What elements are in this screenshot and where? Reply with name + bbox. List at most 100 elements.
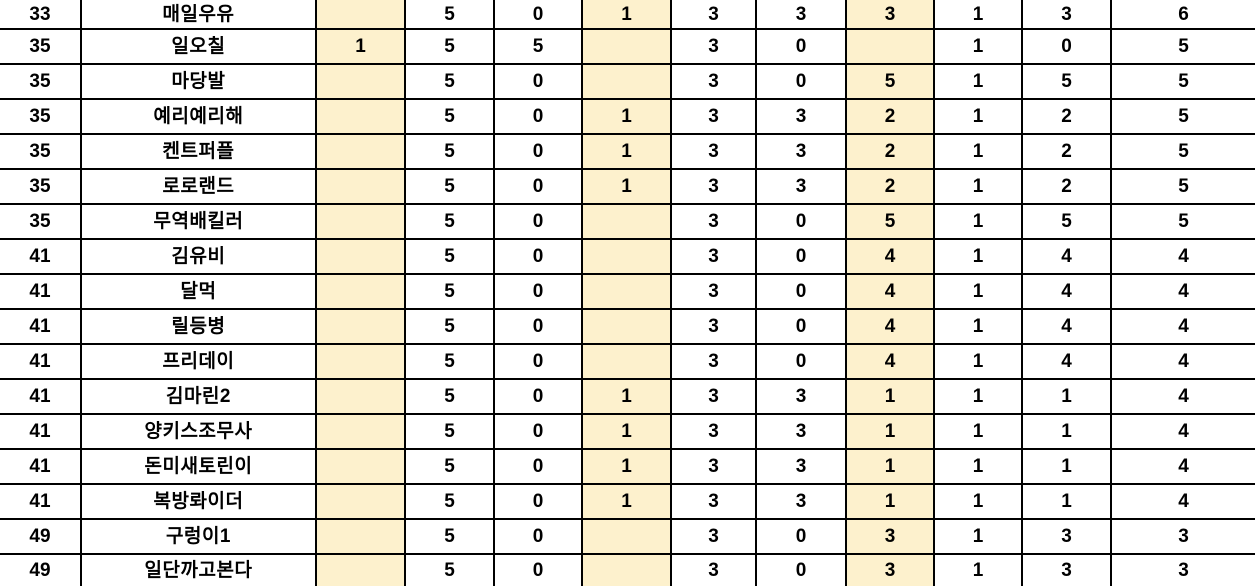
value-cell[interactable]: 1 [1023,380,1112,415]
rank-cell[interactable]: 33 [0,0,82,30]
value-cell[interactable]: 5 [1112,30,1255,65]
value-cell[interactable]: 4 [1112,275,1255,310]
value-cell[interactable] [317,415,406,450]
value-cell[interactable]: 1 [583,170,672,205]
value-cell[interactable]: 3 [672,555,757,586]
value-cell[interactable]: 0 [495,415,583,450]
value-cell[interactable]: 5 [406,240,495,275]
rank-cell[interactable]: 35 [0,135,82,170]
value-cell[interactable] [317,520,406,555]
value-cell[interactable]: 0 [757,65,847,100]
value-cell[interactable]: 5 [406,135,495,170]
name-cell[interactable]: 김유비 [82,240,317,275]
value-cell[interactable]: 2 [847,100,935,135]
value-cell[interactable]: 1 [935,555,1023,586]
value-cell[interactable]: 2 [1023,135,1112,170]
value-cell[interactable]: 1 [1023,415,1112,450]
rank-cell[interactable]: 41 [0,485,82,520]
rank-cell[interactable]: 41 [0,275,82,310]
name-cell[interactable]: 릴등병 [82,310,317,345]
rank-cell[interactable]: 41 [0,240,82,275]
value-cell[interactable]: 4 [1112,240,1255,275]
value-cell[interactable]: 4 [1023,310,1112,345]
value-cell[interactable]: 1 [583,135,672,170]
rank-cell[interactable]: 49 [0,555,82,586]
value-cell[interactable]: 1 [935,240,1023,275]
value-cell[interactable]: 5 [1023,65,1112,100]
value-cell[interactable]: 6 [1112,0,1255,30]
value-cell[interactable]: 0 [495,205,583,240]
value-cell[interactable] [317,310,406,345]
value-cell[interactable]: 2 [1023,170,1112,205]
value-cell[interactable]: 1 [583,485,672,520]
value-cell[interactable]: 1 [935,135,1023,170]
value-cell[interactable]: 0 [495,135,583,170]
value-cell[interactable]: 4 [1112,380,1255,415]
value-cell[interactable]: 1 [583,0,672,30]
value-cell[interactable]: 0 [757,205,847,240]
name-cell[interactable]: 무역배킬러 [82,205,317,240]
rank-cell[interactable]: 41 [0,450,82,485]
value-cell[interactable]: 3 [672,520,757,555]
value-cell[interactable] [317,135,406,170]
name-cell[interactable]: 김마린2 [82,380,317,415]
rank-cell[interactable]: 41 [0,345,82,380]
value-cell[interactable]: 1 [935,520,1023,555]
value-cell[interactable]: 5 [847,65,935,100]
value-cell[interactable]: 1 [935,205,1023,240]
value-cell[interactable]: 5 [406,65,495,100]
value-cell[interactable]: 5 [1112,65,1255,100]
value-cell[interactable]: 0 [495,65,583,100]
value-cell[interactable] [583,30,672,65]
value-cell[interactable] [317,240,406,275]
value-cell[interactable]: 3 [757,170,847,205]
value-cell[interactable]: 0 [495,450,583,485]
value-cell[interactable]: 3 [672,275,757,310]
value-cell[interactable] [583,345,672,380]
value-cell[interactable]: 3 [757,380,847,415]
value-cell[interactable]: 0 [1023,30,1112,65]
name-cell[interactable]: 양키스조무사 [82,415,317,450]
value-cell[interactable]: 4 [1023,275,1112,310]
value-cell[interactable]: 0 [757,555,847,586]
value-cell[interactable]: 5 [406,555,495,586]
value-cell[interactable]: 3 [672,415,757,450]
value-cell[interactable]: 5 [1112,205,1255,240]
value-cell[interactable]: 5 [495,30,583,65]
value-cell[interactable] [317,0,406,30]
value-cell[interactable] [317,555,406,586]
value-cell[interactable]: 4 [847,345,935,380]
value-cell[interactable]: 0 [757,520,847,555]
name-cell[interactable]: 프리데이 [82,345,317,380]
value-cell[interactable]: 3 [847,520,935,555]
value-cell[interactable] [317,205,406,240]
name-cell[interactable]: 돈미새토린이 [82,450,317,485]
rank-cell[interactable]: 41 [0,415,82,450]
value-cell[interactable]: 3 [672,135,757,170]
value-cell[interactable]: 3 [757,415,847,450]
value-cell[interactable]: 3 [757,485,847,520]
value-cell[interactable] [583,65,672,100]
value-cell[interactable]: 0 [757,310,847,345]
value-cell[interactable]: 4 [1112,345,1255,380]
name-cell[interactable]: 일오칠 [82,30,317,65]
value-cell[interactable]: 3 [672,310,757,345]
name-cell[interactable]: 마당발 [82,65,317,100]
value-cell[interactable]: 4 [1112,485,1255,520]
value-cell[interactable] [317,345,406,380]
value-cell[interactable]: 0 [495,345,583,380]
value-cell[interactable] [317,170,406,205]
value-cell[interactable]: 4 [847,275,935,310]
value-cell[interactable]: 3 [1023,520,1112,555]
value-cell[interactable]: 3 [672,65,757,100]
value-cell[interactable]: 3 [757,0,847,30]
value-cell[interactable]: 2 [847,135,935,170]
value-cell[interactable]: 5 [406,310,495,345]
value-cell[interactable]: 5 [1112,135,1255,170]
value-cell[interactable]: 0 [495,310,583,345]
name-cell[interactable]: 구렁이1 [82,520,317,555]
value-cell[interactable] [317,450,406,485]
value-cell[interactable]: 5 [406,30,495,65]
value-cell[interactable]: 4 [847,310,935,345]
value-cell[interactable]: 5 [1023,205,1112,240]
